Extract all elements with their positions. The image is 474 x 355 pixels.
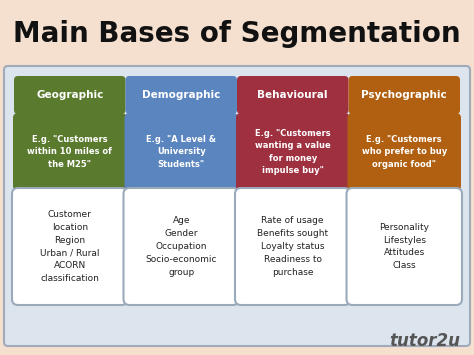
FancyBboxPatch shape [237,76,348,114]
Text: E.g. "Customers
who prefer to buy
organic food": E.g. "Customers who prefer to buy organi… [362,135,447,169]
Text: Personality
Lifestyles
Attitudes
Class: Personality Lifestyles Attitudes Class [379,223,429,270]
Text: tutor2u: tutor2u [389,332,460,350]
FancyBboxPatch shape [235,188,350,305]
Text: Main Bases of Segmentation: Main Bases of Segmentation [13,20,461,48]
Text: Geographic: Geographic [36,90,103,100]
FancyBboxPatch shape [4,66,470,346]
FancyBboxPatch shape [236,113,349,191]
FancyBboxPatch shape [126,76,237,114]
FancyBboxPatch shape [14,76,126,114]
Text: Behavioural: Behavioural [257,90,328,100]
Text: Demographic: Demographic [142,90,220,100]
Text: Rate of usage
Benefits sought
Loyalty status
Readiness to
purchase: Rate of usage Benefits sought Loyalty st… [257,216,328,277]
FancyBboxPatch shape [12,188,128,305]
FancyBboxPatch shape [348,76,460,114]
Text: E.g. "A Level &
University
Students": E.g. "A Level & University Students" [146,135,216,169]
Text: E.g. "Customers
wanting a value
for money
impulse buy": E.g. "Customers wanting a value for mone… [255,129,331,175]
FancyBboxPatch shape [346,188,462,305]
Text: Customer
location
Region
Urban / Rural
ACORN
classification: Customer location Region Urban / Rural A… [40,210,100,283]
FancyBboxPatch shape [347,113,461,191]
Text: Psychographic: Psychographic [361,90,447,100]
FancyBboxPatch shape [124,188,239,305]
Text: E.g. "Customers
within 10 miles of
the M25": E.g. "Customers within 10 miles of the M… [27,135,112,169]
Text: Age
Gender
Occupation
Socio-economic
group: Age Gender Occupation Socio-economic gro… [146,216,217,277]
FancyBboxPatch shape [125,113,238,191]
FancyBboxPatch shape [13,113,127,191]
